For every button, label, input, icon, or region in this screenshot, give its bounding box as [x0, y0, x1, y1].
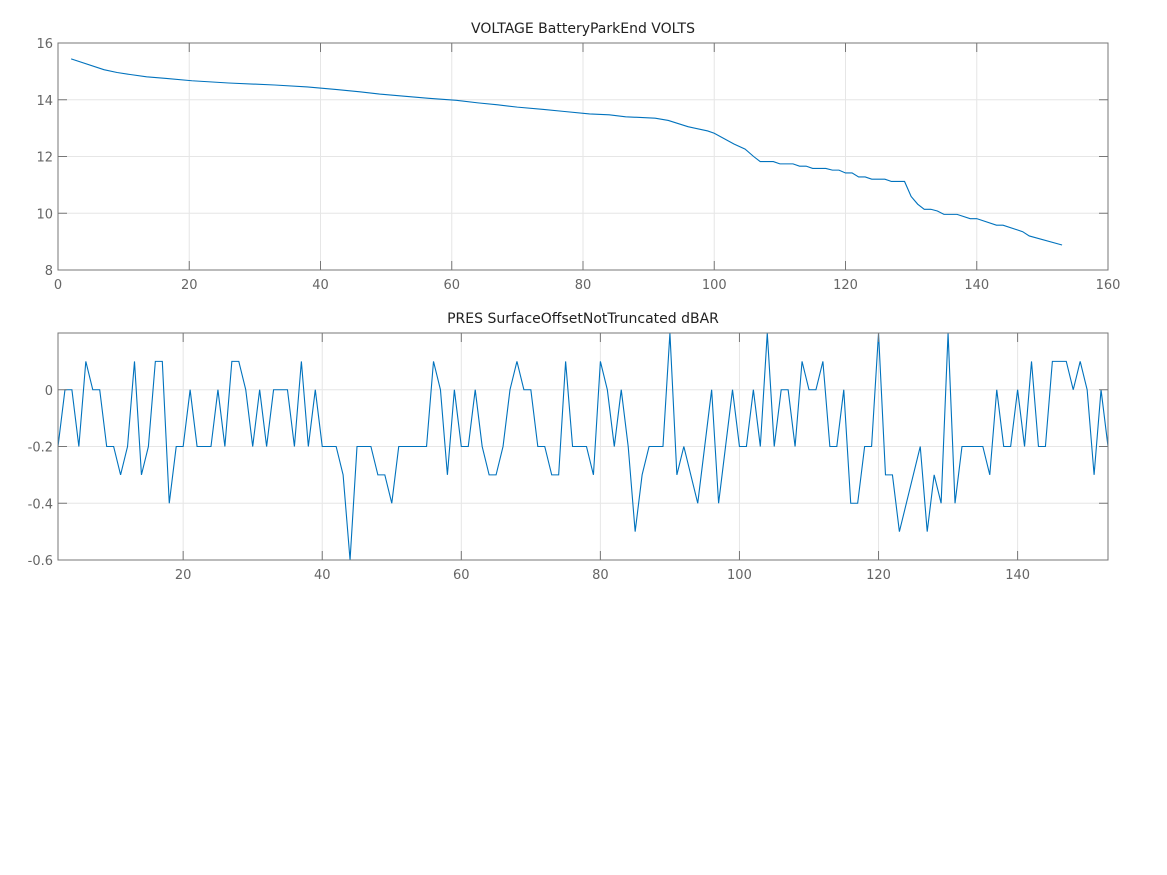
y-tick-label: 8: [45, 264, 53, 279]
y-tick-label: -0.2: [28, 441, 53, 456]
chart-title: PRES SurfaceOffsetNotTruncated dBAR: [447, 311, 719, 327]
x-tick-label: 20: [175, 568, 192, 583]
x-tick-label: 20: [181, 278, 198, 293]
y-tick-label: 16: [36, 37, 53, 52]
chart-2: 20 40 60 80 100 120 140 -0.6 -0.4 -0.2 0 PRES Surfa…: [28, 311, 1109, 583]
y-tick-label: 14: [36, 94, 53, 109]
x-tick-label: 40: [314, 568, 331, 583]
x-tick-label: 140: [1005, 568, 1030, 583]
x-tick-label: 80: [592, 568, 609, 583]
chart-title: VOLTAGE BatteryParkEnd VOLTS: [471, 21, 695, 37]
x-tick-label: 120: [833, 278, 858, 293]
x-tick-label: 60: [453, 568, 470, 583]
chart-1: 0 20 40 60 80 100 120 140 160 8 10 12 14 16 VOLTAGE Ba…: [36, 21, 1120, 293]
x-tick-label: 80: [575, 278, 592, 293]
series-line: [70, 58, 1063, 246]
x-tick-label: 160: [1096, 278, 1121, 293]
y-tick-label: -0.4: [28, 497, 53, 512]
x-tick-label: 120: [866, 568, 891, 583]
y-tick-label: 12: [36, 151, 53, 166]
y-tick-label: -0.6: [28, 554, 53, 569]
x-tick-label: 40: [312, 278, 329, 293]
series-line: [58, 332, 1108, 561]
y-tick-label: 10: [36, 207, 53, 222]
x-tick-label: 100: [727, 568, 752, 583]
y-tick-label: 0: [45, 384, 53, 399]
x-tick-label: 140: [964, 278, 989, 293]
x-tick-label: 0: [54, 278, 62, 293]
x-tick-label: 60: [443, 278, 460, 293]
x-tick-label: 100: [702, 278, 727, 293]
